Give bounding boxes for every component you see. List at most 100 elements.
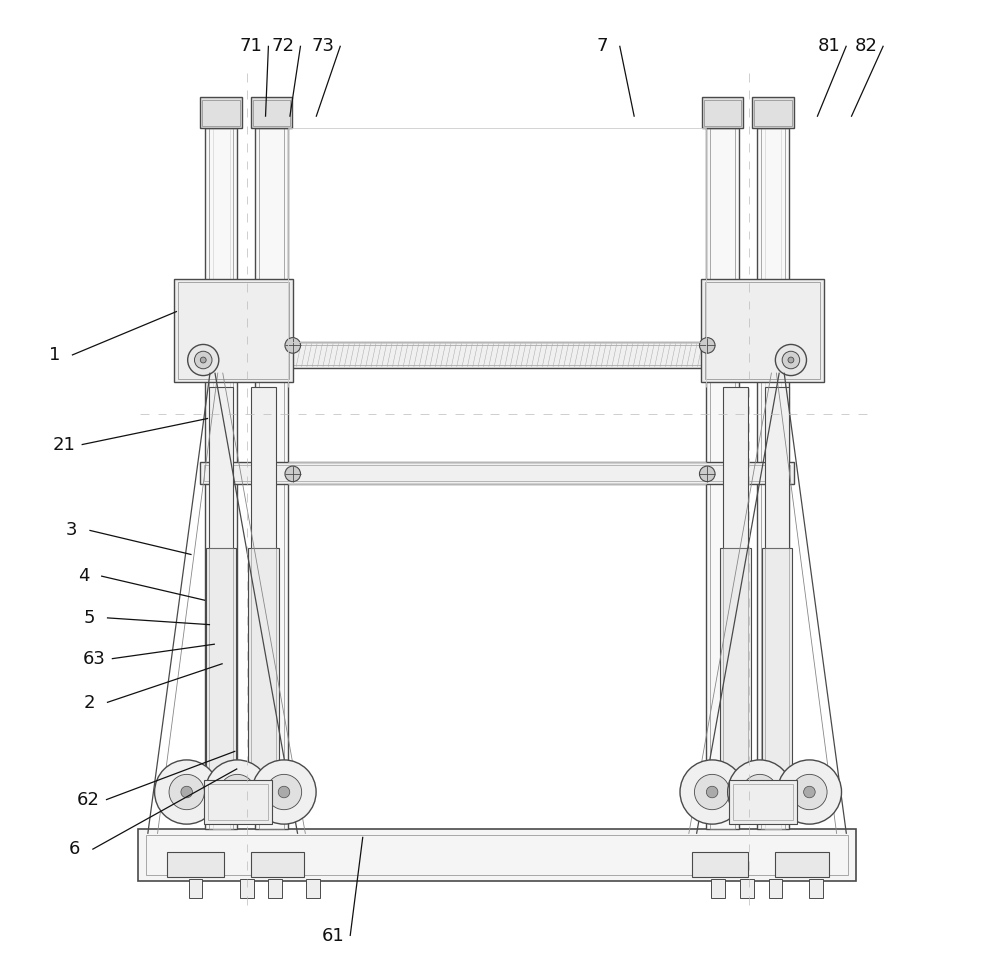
Text: 72: 72 <box>272 37 295 54</box>
Bar <box>733 784 793 820</box>
Bar <box>701 279 824 382</box>
Text: 4: 4 <box>78 567 89 585</box>
Bar <box>710 128 735 829</box>
Bar <box>167 852 224 877</box>
Bar <box>174 279 293 382</box>
Bar <box>761 128 785 829</box>
Bar <box>138 829 856 881</box>
Bar <box>209 128 233 829</box>
Bar <box>213 128 230 829</box>
Bar <box>248 548 279 810</box>
Bar <box>205 128 237 829</box>
Bar <box>704 100 741 126</box>
Bar <box>200 97 242 128</box>
Text: 6: 6 <box>69 841 80 858</box>
Bar <box>200 462 794 484</box>
Bar <box>259 128 284 829</box>
Circle shape <box>232 786 243 798</box>
Circle shape <box>194 351 212 369</box>
Text: 71: 71 <box>239 37 262 54</box>
Text: 82: 82 <box>854 37 877 54</box>
Bar <box>202 100 240 126</box>
Bar <box>752 97 794 128</box>
Circle shape <box>699 466 715 482</box>
Bar <box>251 387 276 557</box>
Text: 73: 73 <box>311 37 334 54</box>
Circle shape <box>169 775 204 810</box>
Bar <box>209 387 233 557</box>
Circle shape <box>188 344 219 376</box>
Bar <box>178 282 289 379</box>
Bar <box>200 342 794 368</box>
Circle shape <box>699 338 715 353</box>
Text: 2: 2 <box>84 694 95 711</box>
Bar <box>711 879 725 898</box>
Bar <box>692 852 748 877</box>
Text: 3: 3 <box>66 522 78 539</box>
Circle shape <box>285 466 301 482</box>
Circle shape <box>788 357 794 363</box>
Circle shape <box>775 344 806 376</box>
Bar <box>204 465 790 481</box>
Circle shape <box>278 786 290 798</box>
Circle shape <box>706 786 718 798</box>
Bar <box>809 879 823 898</box>
Circle shape <box>804 786 815 798</box>
Text: 81: 81 <box>817 37 840 54</box>
Text: 61: 61 <box>321 927 344 945</box>
Bar <box>251 852 304 877</box>
Bar <box>706 128 739 829</box>
Circle shape <box>220 775 255 810</box>
Bar <box>723 387 748 557</box>
Circle shape <box>205 760 269 824</box>
Text: 5: 5 <box>84 609 95 627</box>
Circle shape <box>792 775 827 810</box>
Bar <box>702 97 743 128</box>
Bar <box>754 100 792 126</box>
Bar <box>206 548 236 810</box>
Circle shape <box>155 760 219 824</box>
Text: 1: 1 <box>49 346 60 364</box>
Bar <box>251 97 292 128</box>
Bar <box>740 879 754 898</box>
Circle shape <box>742 775 777 810</box>
Circle shape <box>777 760 842 824</box>
Bar <box>146 835 848 875</box>
Bar <box>251 548 276 810</box>
Text: 21: 21 <box>53 436 76 453</box>
Circle shape <box>728 760 792 824</box>
Circle shape <box>782 351 800 369</box>
Text: 7: 7 <box>596 37 608 54</box>
Bar <box>306 879 320 898</box>
Bar <box>775 852 829 877</box>
Bar <box>769 879 782 898</box>
Bar <box>268 879 282 898</box>
Bar <box>705 282 820 379</box>
Bar <box>204 780 272 824</box>
Text: 62: 62 <box>77 791 100 809</box>
Bar <box>255 128 288 829</box>
Bar <box>208 784 268 820</box>
Bar <box>762 548 792 810</box>
Bar <box>253 100 290 126</box>
Bar <box>723 548 748 810</box>
Bar <box>765 548 789 810</box>
Bar <box>240 879 254 898</box>
Bar <box>729 780 797 824</box>
Circle shape <box>200 357 206 363</box>
Circle shape <box>252 760 316 824</box>
Circle shape <box>694 775 730 810</box>
Circle shape <box>680 760 744 824</box>
Bar <box>720 548 751 810</box>
Text: 63: 63 <box>83 650 106 667</box>
Bar <box>765 128 781 829</box>
Circle shape <box>266 775 302 810</box>
Circle shape <box>754 786 766 798</box>
Bar <box>204 345 790 365</box>
Circle shape <box>285 338 301 353</box>
Bar <box>189 879 202 898</box>
Bar <box>209 548 233 810</box>
Bar <box>757 128 789 829</box>
Circle shape <box>181 786 192 798</box>
Bar <box>765 387 789 557</box>
